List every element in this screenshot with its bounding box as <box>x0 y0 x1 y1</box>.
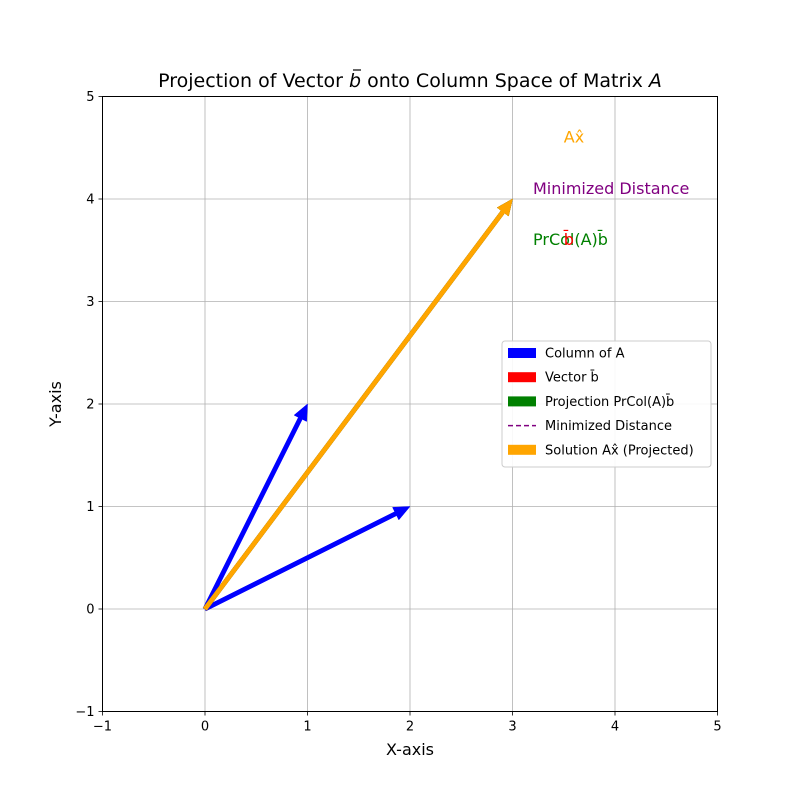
x-tick-label: 2 <box>406 720 414 735</box>
legend-label-column: Column of A <box>545 347 625 362</box>
legend-label-solution: Solution Ax̂ (Projected) <box>545 443 694 458</box>
annotation-layer: Ax̂ Minimized Distance PrCol(A)b̄b̄ <box>533 128 689 250</box>
vector-arrow-solution <box>202 198 513 611</box>
x-tick-label: −1 <box>93 720 112 735</box>
legend-swatch-column <box>508 348 536 358</box>
annotation-solution: Ax̂ <box>564 128 584 147</box>
legend-label-distance: Minimized Distance <box>545 419 672 434</box>
legend-label-vector_b: Vector b̄ <box>545 370 599 385</box>
x-tick-label: 0 <box>201 720 209 735</box>
y-axis-label: Y-axis <box>46 381 65 428</box>
y-tick-label: 2 <box>86 398 94 413</box>
annotation-projection: PrCol(A)b̄ <box>533 230 608 249</box>
annotation-vector_b: b̄ <box>563 230 574 249</box>
y-tick-label: 3 <box>86 295 94 310</box>
legend-swatch-projection <box>508 396 536 407</box>
x-tick-label: 5 <box>713 720 721 735</box>
y-tick-label: 1 <box>86 500 94 515</box>
annotation-distance: Minimized Distance <box>533 179 689 198</box>
x-tick-label: 4 <box>611 720 619 735</box>
y-tick-label: −1 <box>75 705 94 720</box>
legend-label-projection: Projection PrCol(A)b̄ <box>545 395 674 410</box>
legend: Column of A Vector b̄ Projection PrCol(A)b… <box>501 340 712 468</box>
legend-swatch-vector_b <box>508 372 536 383</box>
x-tick-label: 3 <box>508 720 516 735</box>
tick-layer: −1 0 1 2 3 4 5 −1 0 1 2 3 4 5 <box>75 90 721 735</box>
chart-title: Projection of Vector b onto Column Space… <box>158 70 662 92</box>
x-tick-label: 1 <box>303 720 311 735</box>
y-tick-label: 0 <box>86 603 94 618</box>
vector-layer <box>202 198 513 612</box>
y-tick-label: 5 <box>86 90 94 105</box>
legend-box <box>501 340 712 468</box>
vector-arrow-column <box>202 403 308 611</box>
y-tick-label: 4 <box>86 193 94 208</box>
vector-arrow-column <box>203 506 411 612</box>
legend-swatch-solution <box>508 444 536 455</box>
x-axis-label: X-axis <box>386 740 434 759</box>
